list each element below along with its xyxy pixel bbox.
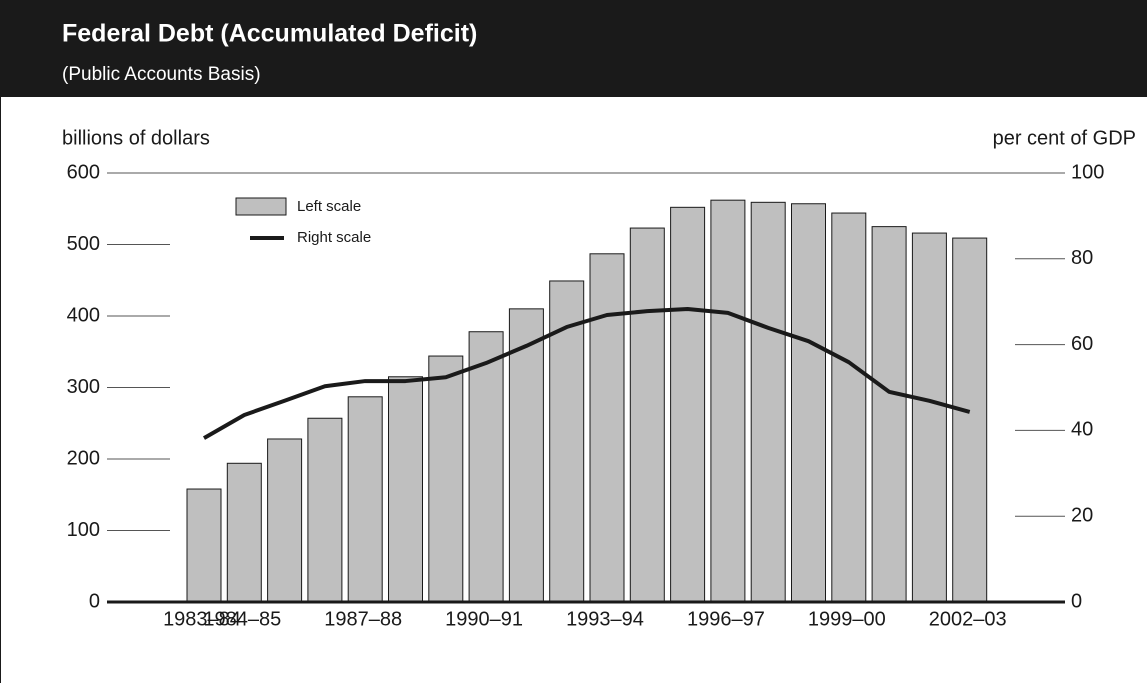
y2-tick-label: 100 bbox=[1071, 161, 1104, 183]
x-tick-label: 1984–85 bbox=[203, 608, 281, 630]
x-tick-label: 1983–84 bbox=[163, 608, 241, 630]
y2-tick-label: 20 bbox=[1071, 504, 1093, 526]
bar bbox=[428, 355, 464, 603]
legend-label: Right scale bbox=[297, 229, 371, 246]
bar bbox=[871, 226, 907, 603]
bar bbox=[589, 253, 625, 603]
bar bbox=[549, 280, 585, 603]
bar bbox=[791, 203, 826, 603]
bar bbox=[831, 212, 867, 603]
y2-tick-label: 40 bbox=[1071, 419, 1093, 441]
bar bbox=[267, 438, 303, 603]
chart-title: Federal Debt (Accumulated Deficit) bbox=[62, 20, 477, 48]
bar bbox=[911, 232, 947, 603]
y-tick-label: 100 bbox=[67, 519, 100, 541]
bar bbox=[952, 237, 988, 603]
legend-swatch bbox=[235, 197, 287, 216]
y-tick-label: 400 bbox=[67, 304, 100, 326]
y-tick-label: 600 bbox=[67, 161, 100, 183]
line bbox=[203, 306, 971, 440]
y-tick-label: 200 bbox=[67, 447, 100, 469]
chart-subtitle: (Public Accounts Basis) bbox=[62, 64, 261, 85]
x-tick-label: 1987–88 bbox=[324, 608, 402, 630]
bar bbox=[750, 201, 786, 603]
bar bbox=[468, 331, 504, 603]
x-tick-label: 1999–00 bbox=[808, 608, 886, 630]
y-axis-label: billions of dollars bbox=[62, 127, 210, 149]
y2-tick-label: 60 bbox=[1071, 333, 1093, 355]
header-band bbox=[0, 0, 1147, 97]
y2-tick-label: 0 bbox=[1071, 590, 1082, 612]
bar bbox=[629, 227, 665, 603]
legend-label: Left scale bbox=[297, 198, 361, 215]
y2-tick-label: 80 bbox=[1071, 247, 1093, 269]
x-tick-label: 1993–94 bbox=[566, 608, 644, 630]
y-tick-label: 0 bbox=[89, 590, 100, 612]
y-tick-label: 500 bbox=[67, 233, 100, 255]
x-tick-label: 1990–91 bbox=[445, 608, 523, 630]
bar bbox=[307, 417, 343, 603]
bar bbox=[388, 376, 423, 603]
bar bbox=[347, 396, 383, 603]
bar bbox=[186, 488, 222, 603]
y2-axis-label: per cent of GDP bbox=[993, 127, 1136, 149]
bar bbox=[508, 308, 544, 603]
y-tick-label: 300 bbox=[67, 376, 100, 398]
bar bbox=[710, 199, 746, 603]
bar bbox=[670, 206, 706, 603]
bar bbox=[226, 462, 262, 603]
x-tick-label: 2002–03 bbox=[929, 608, 1007, 630]
x-tick-label: 1996–97 bbox=[687, 608, 765, 630]
